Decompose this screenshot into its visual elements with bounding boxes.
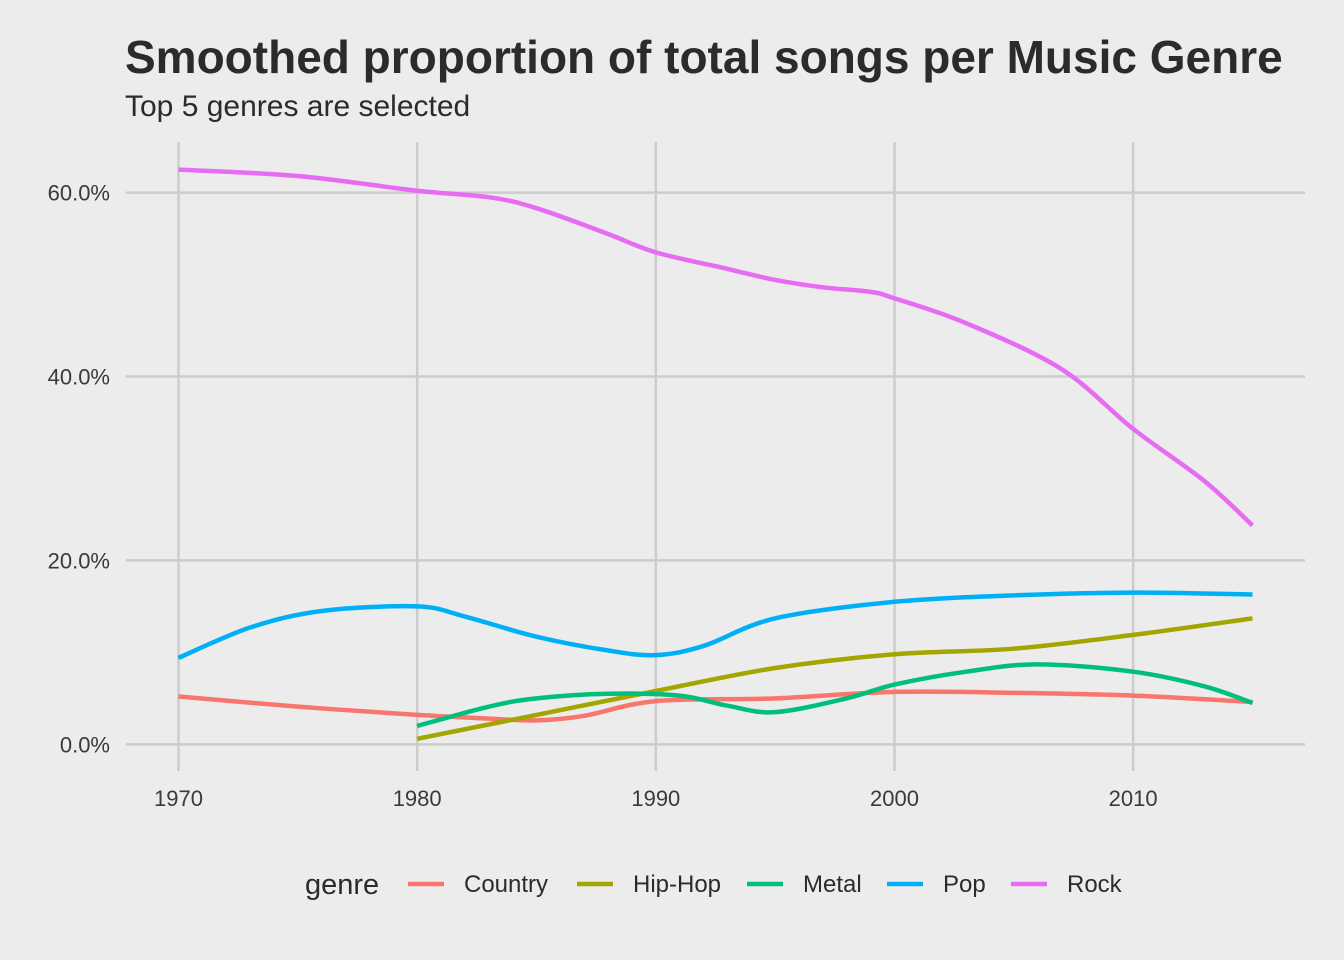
series-line-metal bbox=[416, 662, 1254, 729]
legend-label: Rock bbox=[1067, 871, 1123, 898]
series-line-pop bbox=[177, 590, 1253, 660]
series-line-hip-hop bbox=[416, 616, 1253, 742]
x-tick-label: 1970 bbox=[154, 786, 203, 811]
y-axis-tick-labels: 0.0% 20.0% 40.0% 60.0% bbox=[48, 181, 110, 758]
legend-label: Metal bbox=[803, 871, 862, 898]
x-tick-label: 2010 bbox=[1109, 786, 1158, 811]
x-tick-label: 1990 bbox=[631, 786, 680, 811]
series-lines bbox=[177, 167, 1255, 742]
x-axis-tick-labels: 1970 1980 1990 2000 2010 bbox=[154, 786, 1158, 811]
legend-item-rock: Rock bbox=[1011, 871, 1123, 898]
series-line-rock bbox=[178, 167, 1255, 528]
y-tick-label: 60.0% bbox=[48, 181, 110, 206]
legend-item-metal: Metal bbox=[747, 871, 862, 898]
x-tick-label: 1980 bbox=[393, 786, 442, 811]
legend-item-hip-hop: Hip-Hop bbox=[577, 871, 721, 898]
legend-item-pop: Pop bbox=[887, 871, 986, 898]
chart-subtitle: Top 5 genres are selected bbox=[125, 90, 471, 123]
grid-lines bbox=[126, 142, 1305, 771]
legend-item-country: Country bbox=[408, 871, 548, 898]
x-tick-label: 2000 bbox=[870, 786, 919, 811]
chart-title: Smoothed proportion of total songs per M… bbox=[125, 31, 1283, 83]
legend: genre Country Hip-Hop Metal Pop Rock bbox=[305, 869, 1123, 901]
y-tick-label: 0.0% bbox=[60, 732, 110, 757]
legend-label: Country bbox=[464, 871, 548, 898]
legend-title: genre bbox=[305, 869, 379, 901]
legend-label: Hip-Hop bbox=[633, 871, 721, 898]
legend-label: Pop bbox=[943, 871, 986, 898]
y-tick-label: 20.0% bbox=[48, 548, 110, 573]
series-line-country bbox=[178, 689, 1253, 723]
y-tick-label: 40.0% bbox=[48, 364, 110, 389]
